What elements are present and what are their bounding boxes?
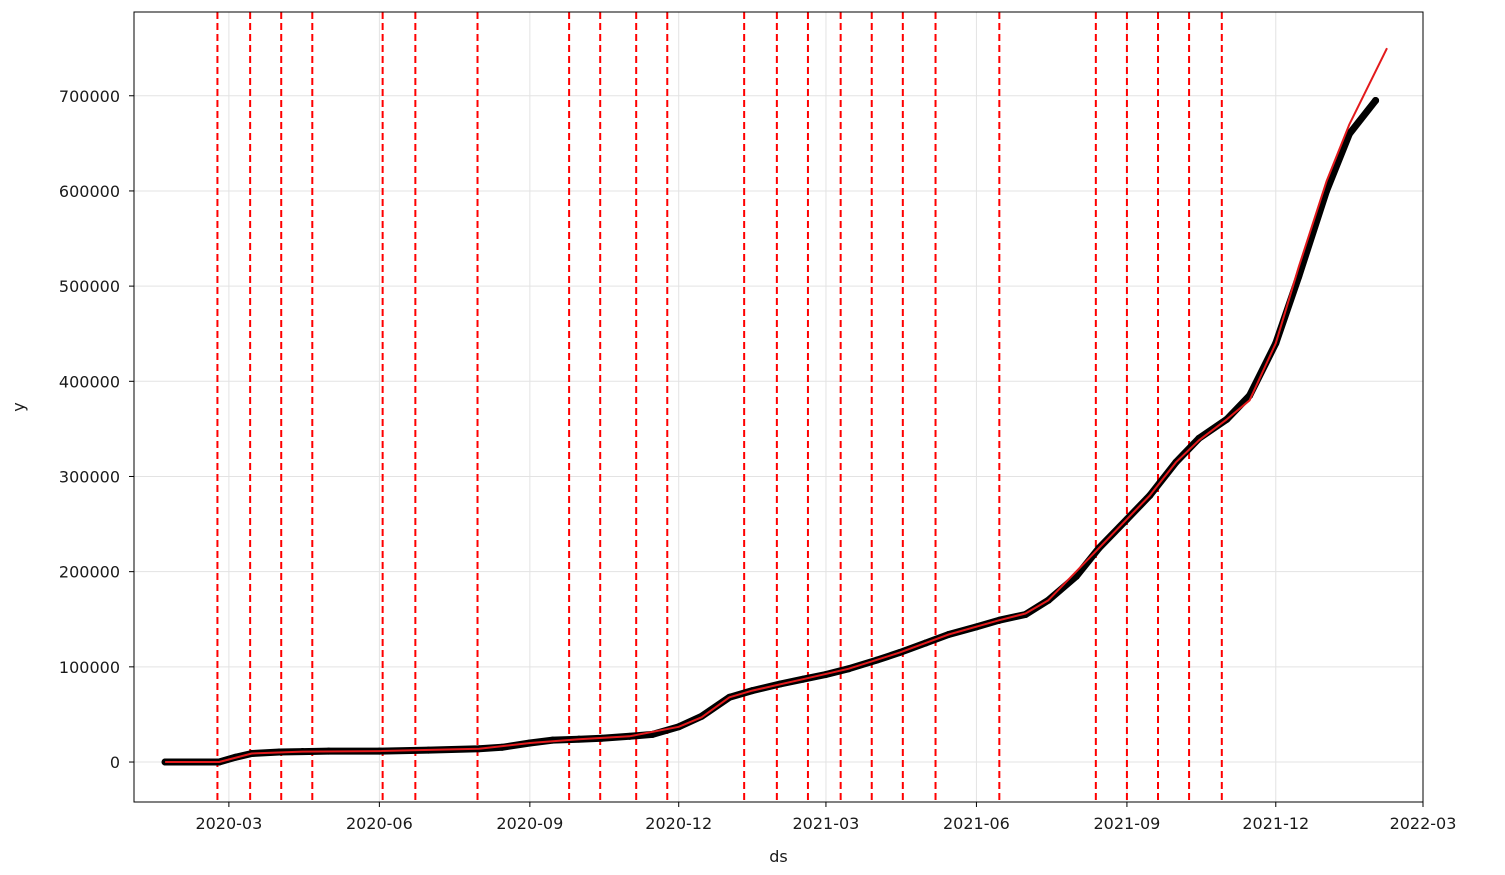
forecast-line [165, 47, 1388, 763]
x-tick-label: 2020-12 [645, 814, 712, 833]
y-tick-label: 300000 [59, 467, 120, 486]
x-tick-label: 2021-03 [793, 814, 860, 833]
y-tick-label: 400000 [59, 372, 120, 391]
x-tick-label: 2022-03 [1390, 814, 1457, 833]
x-axis-ticks: 2020-03 2020-06 2020-09 2020-12 2021-03 2021-… [195, 802, 1456, 833]
y-tick-label: 600000 [59, 182, 120, 201]
x-tick-label: 2020-03 [195, 814, 262, 833]
x-tick-label: 2020-06 [346, 814, 413, 833]
x-axis-label: ds [769, 847, 788, 866]
observed-points [161, 97, 1380, 766]
observed-series-line [161, 97, 1380, 766]
observed-point [1345, 130, 1353, 138]
y-tick-label: 0 [110, 753, 120, 772]
y-tick-label: 500000 [59, 277, 120, 296]
x-tick-label: 2020-09 [496, 814, 563, 833]
plot-frame [133, 11, 1424, 803]
y-tick-label: 200000 [59, 563, 120, 582]
x-tick-label: 2021-09 [1093, 814, 1160, 833]
y-axis-ticks: 0 100000 200000 300000 400000 500000 600000 700… [59, 87, 134, 772]
x-tick-label: 2021-12 [1242, 814, 1309, 833]
grid-lines [134, 12, 1424, 802]
observed-point [1372, 97, 1380, 105]
forecast-series-line [165, 47, 1388, 763]
y-tick-label: 100000 [59, 658, 120, 677]
y-tick-label: 700000 [59, 87, 120, 106]
y-axis-label: y [9, 402, 28, 411]
x-tick-label: 2021-06 [943, 814, 1010, 833]
observed-point [161, 758, 169, 766]
changepoint-lines [216, 12, 1223, 802]
